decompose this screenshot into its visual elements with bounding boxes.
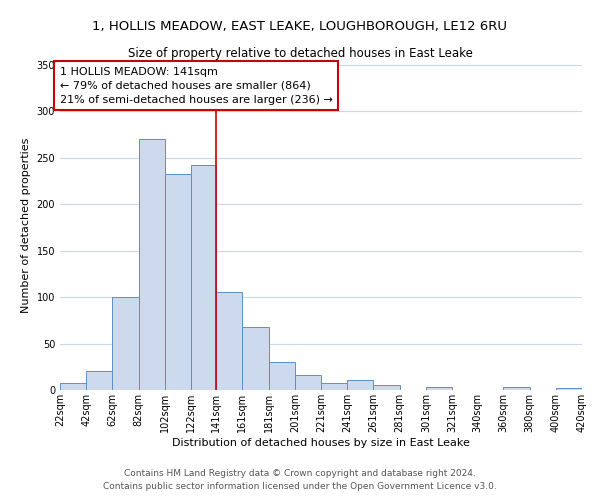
Bar [269,362,295,390]
Bar [112,297,139,390]
Bar [295,375,321,390]
Text: Size of property relative to detached houses in East Leake: Size of property relative to detached ho… [128,48,472,60]
Bar [86,372,112,390]
Bar [347,380,373,390]
Bar [373,386,400,390]
Text: 1 HOLLIS MEADOW: 141sqm
← 79% of detached houses are smaller (864)
21% of semi-d: 1 HOLLIS MEADOW: 141sqm ← 79% of detache… [60,66,333,104]
Bar [242,327,269,390]
Text: Contains HM Land Registry data © Crown copyright and database right 2024.: Contains HM Land Registry data © Crown c… [124,468,476,477]
X-axis label: Distribution of detached houses by size in East Leake: Distribution of detached houses by size … [172,438,470,448]
Bar [60,384,86,390]
Bar [165,174,191,390]
Bar [191,165,216,390]
Bar [216,292,242,390]
Bar [321,384,347,390]
Text: Contains public sector information licensed under the Open Government Licence v3: Contains public sector information licen… [103,482,497,491]
Bar [426,387,452,390]
Bar [556,388,582,390]
Bar [139,139,165,390]
Text: 1, HOLLIS MEADOW, EAST LEAKE, LOUGHBOROUGH, LE12 6RU: 1, HOLLIS MEADOW, EAST LEAKE, LOUGHBOROU… [92,20,508,33]
Bar [503,387,530,390]
Y-axis label: Number of detached properties: Number of detached properties [21,138,31,312]
